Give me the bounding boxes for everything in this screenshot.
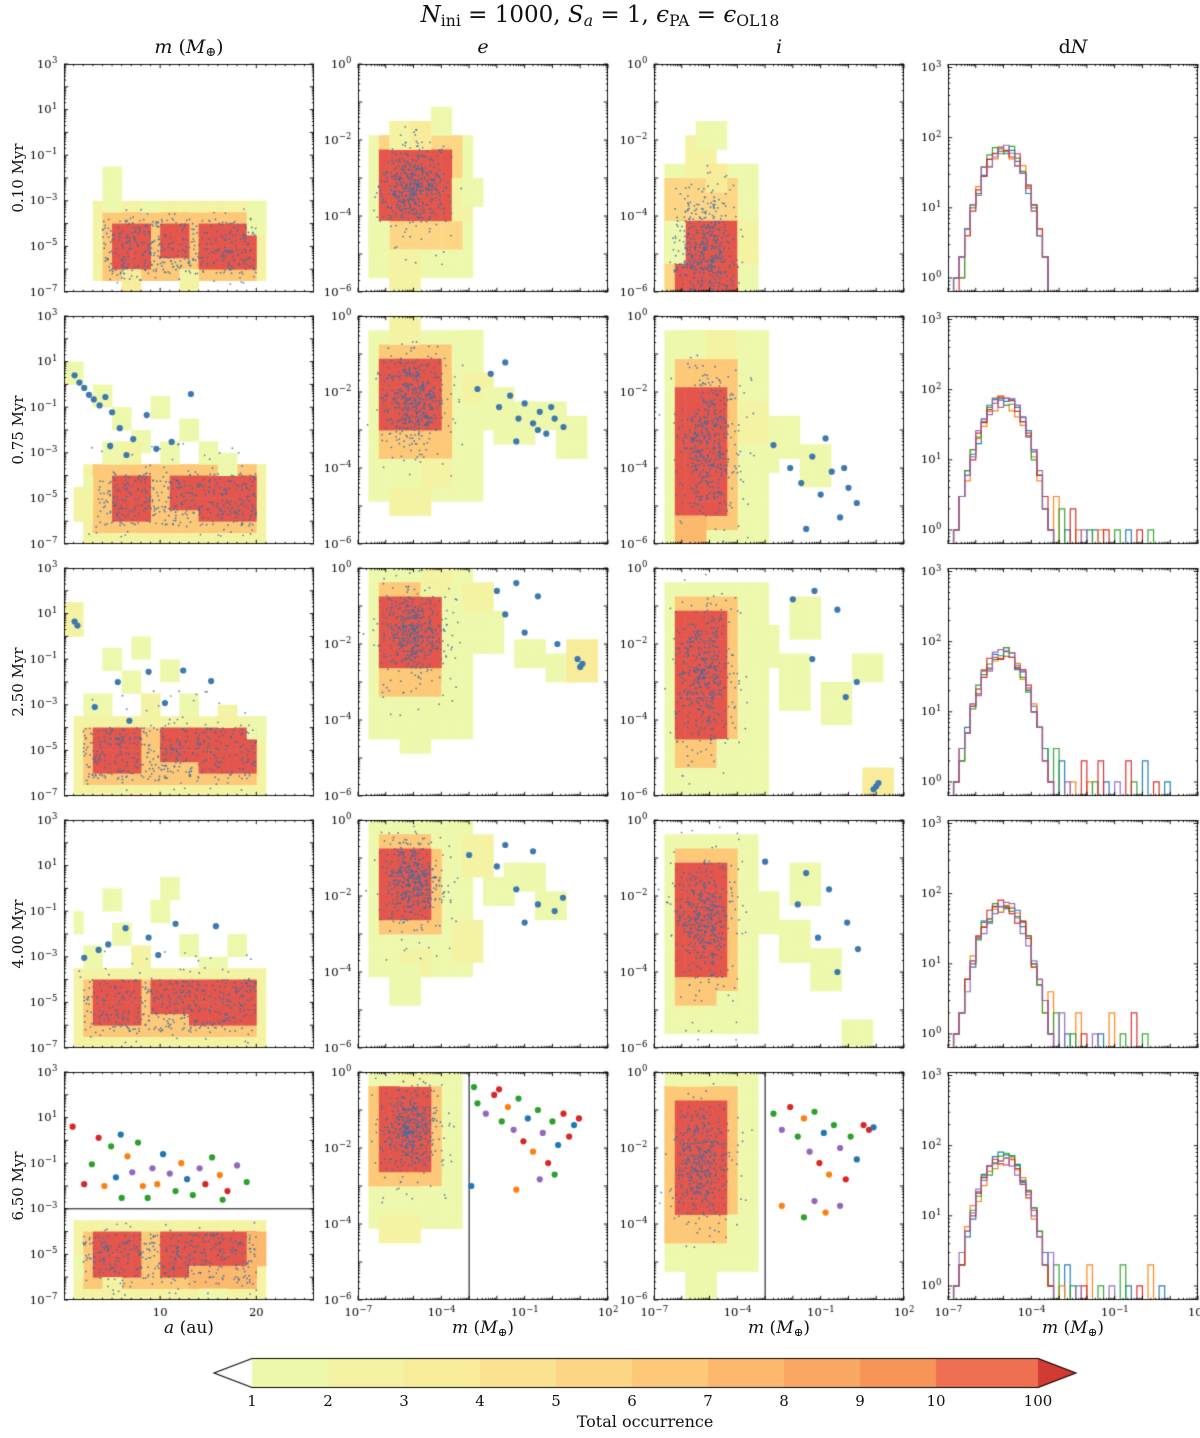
text-segment: ( xyxy=(1058,1318,1071,1338)
text-segment: = 1000, xyxy=(460,2,568,28)
text-segment: ) xyxy=(1097,1318,1104,1338)
text-segment: ) xyxy=(803,1318,810,1338)
text-segment: M xyxy=(1070,1318,1088,1338)
text-segment: ⊕ xyxy=(793,1324,804,1339)
text-segment: ( xyxy=(764,1318,777,1338)
text-segment: = xyxy=(689,2,724,28)
text-segment: M xyxy=(776,1318,794,1338)
text-segment: m xyxy=(154,36,173,58)
text-segment: OL18 xyxy=(736,10,780,30)
text-segment: ⊕ xyxy=(497,1324,508,1339)
colorbar-tick-3: 3 xyxy=(399,1392,409,1410)
text-segment: ⊕ xyxy=(205,45,217,60)
colorbar-tick-10: 10 xyxy=(926,1392,946,1410)
text-segment: M xyxy=(480,1318,498,1338)
row-label-3: 4.00 Myr xyxy=(9,899,27,969)
text-segment: ini xyxy=(440,10,461,30)
colorbar-tick-9: 9 xyxy=(855,1392,865,1410)
x-axis-label-m2: m (M⊕) xyxy=(654,1318,904,1339)
row-label-0: 0.10 Myr xyxy=(9,143,27,213)
text-segment: ( xyxy=(468,1318,481,1338)
row-label-2: 2.50 Myr xyxy=(9,647,27,717)
row-label-4: 6.50 Myr xyxy=(9,1151,27,1221)
x-axis-label-a: a (au) xyxy=(64,1318,314,1338)
text-segment: ϵ xyxy=(656,2,670,28)
column-header-eccentricity: e xyxy=(358,36,608,58)
column-header-dn: dN xyxy=(948,36,1198,58)
text-segment: ⊕ xyxy=(1087,1324,1098,1339)
figure-title: Nini = 1000, Sa = 1, ϵPA = ϵOL18 xyxy=(0,2,1200,30)
colorbar-tick-1: 1 xyxy=(247,1392,257,1410)
column-header-mass: m (M⊕) xyxy=(64,36,314,60)
row-label-1: 0.75 Myr xyxy=(9,395,27,465)
text-segment: a xyxy=(583,10,594,30)
colorbar-tick-8: 8 xyxy=(779,1392,789,1410)
text-segment: M xyxy=(185,36,206,58)
x-axis-label-m3: m (M⊕) xyxy=(948,1318,1198,1339)
colorbar-tick-2: 2 xyxy=(323,1392,333,1410)
text-segment: PA xyxy=(669,10,690,30)
colorbar-tick-4: 4 xyxy=(475,1392,485,1410)
text-segment: a xyxy=(164,1318,175,1338)
text-segment: i xyxy=(775,36,783,58)
text-segment: m xyxy=(452,1318,469,1338)
colorbar-tick-100: 100 xyxy=(1023,1392,1053,1410)
text-segment: d xyxy=(1058,36,1071,58)
text-segment: ( xyxy=(172,36,186,58)
text-segment: m xyxy=(1042,1318,1059,1338)
text-segment: N xyxy=(420,2,441,28)
text-segment: S xyxy=(567,2,584,28)
colorbar-tick-7: 7 xyxy=(703,1392,713,1410)
text-segment: N xyxy=(1070,36,1088,58)
text-segment: m xyxy=(748,1318,765,1338)
column-header-inclination: i xyxy=(654,36,904,58)
text-segment: ) xyxy=(216,36,224,58)
x-axis-label-m1: m (M⊕) xyxy=(358,1318,608,1339)
colorbar-tick-5: 5 xyxy=(551,1392,561,1410)
text-segment: = 1, xyxy=(593,2,657,28)
colorbar-tick-6: 6 xyxy=(627,1392,637,1410)
text-segment: ) xyxy=(507,1318,514,1338)
text-segment: (au) xyxy=(174,1318,214,1338)
text-segment: ϵ xyxy=(723,2,737,28)
colorbar-title: Total occurrence xyxy=(576,1412,714,1431)
text-segment: e xyxy=(477,36,489,58)
